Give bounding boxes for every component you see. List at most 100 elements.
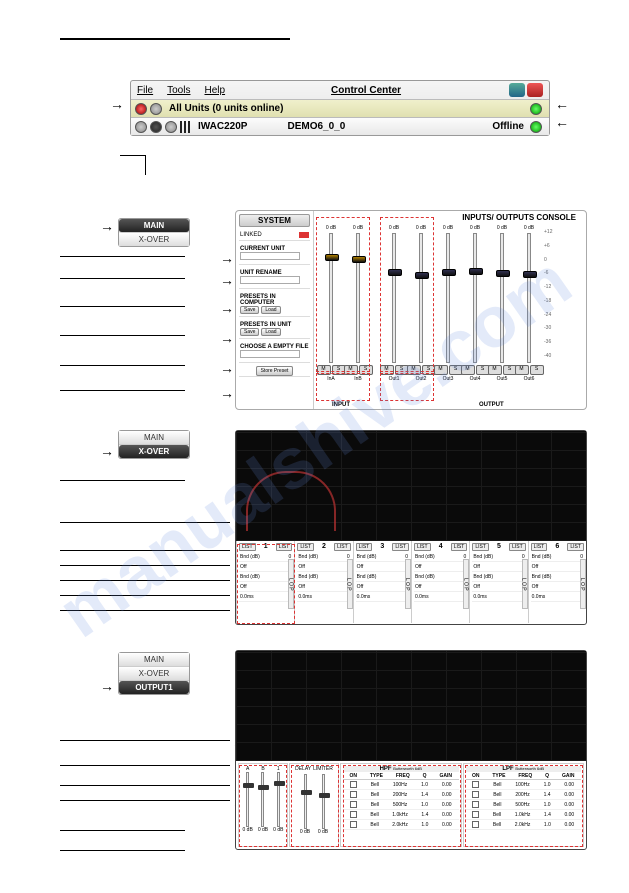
tab-xover[interactable]: X-OVER — [119, 667, 189, 681]
xover-param-row[interactable]: Bnd (dB)0 — [239, 573, 292, 582]
mini-fader[interactable]: 10 dB — [272, 766, 285, 844]
filter-row[interactable]: Bell2.0kHz1.00.00 — [343, 820, 459, 830]
checkbox[interactable] — [472, 821, 479, 828]
fader[interactable]: 0 dB MS Out4 — [462, 225, 488, 405]
list-button[interactable]: LIST — [276, 543, 293, 551]
mini-track[interactable] — [246, 772, 249, 827]
mute-button[interactable]: M — [461, 365, 475, 375]
xover-param-row[interactable]: 0.0ms — [414, 593, 467, 602]
filter-row[interactable]: Bell1.0kHz1.40.00 — [466, 810, 582, 820]
checkbox[interactable] — [350, 821, 357, 828]
filter-row[interactable]: Bell2.0kHz1.00.00 — [466, 820, 582, 830]
mute-button[interactable]: M — [488, 365, 502, 375]
xover-param-row[interactable]: Bnd (dB)0 — [239, 553, 292, 562]
fader-track[interactable] — [500, 233, 504, 363]
mute-button[interactable]: M — [434, 365, 448, 375]
xover-param-row[interactable]: Off- — [414, 563, 467, 572]
load-button[interactable]: Load — [261, 306, 280, 314]
filter-row[interactable]: Bell500Hz1.00.00 — [466, 800, 582, 810]
filter-row[interactable]: Bell500Hz1.00.00 — [343, 800, 459, 810]
xover-param-row[interactable]: Off- — [356, 563, 409, 572]
list-button[interactable]: LIST — [509, 543, 526, 551]
fader-track[interactable] — [473, 233, 477, 363]
mute-button[interactable]: M — [380, 365, 394, 375]
mini-fader[interactable]: A0 dB — [241, 766, 254, 844]
xover-param-row[interactable]: 0.0ms — [239, 593, 292, 602]
xover-param-row[interactable]: 0.0ms — [472, 593, 525, 602]
save-button[interactable]: Save — [240, 328, 259, 336]
tab-main[interactable]: MAIN — [119, 431, 189, 445]
fader[interactable]: 0 dB MS InB — [345, 225, 371, 405]
fader[interactable]: 0 dB MS Out5 — [489, 225, 515, 405]
mini-fader[interactable]: B0 dB — [256, 766, 269, 844]
fader-track[interactable] — [446, 233, 450, 363]
mute-button[interactable]: M — [317, 365, 331, 375]
mini-knob[interactable] — [258, 785, 269, 790]
fader[interactable]: 0 dB MS InA — [318, 225, 344, 405]
filter-row[interactable]: Bell200Hz1.40.00 — [343, 790, 459, 800]
xover-param-row[interactable]: Off- — [414, 583, 467, 592]
fader-knob[interactable] — [496, 270, 510, 277]
fader[interactable]: 0 dB MS Out3 — [435, 225, 461, 405]
xover-param-row[interactable]: Bnd (dB)0 — [531, 573, 584, 582]
filter-row[interactable]: Bell1.0kHz1.40.00 — [343, 810, 459, 820]
checkbox[interactable] — [472, 791, 479, 798]
xover-param-row[interactable]: Bnd (dB)0 — [414, 573, 467, 582]
tab-output1[interactable]: OUTPUT1 — [119, 681, 189, 694]
mute-button[interactable]: M — [515, 365, 529, 375]
solo-button[interactable]: S — [530, 365, 544, 375]
checkbox[interactable] — [350, 801, 357, 808]
tab-main[interactable]: MAIN — [119, 219, 189, 233]
xover-param-row[interactable]: Bnd (dB)0 — [356, 573, 409, 582]
close-button[interactable] — [527, 83, 543, 97]
fader-knob[interactable] — [523, 271, 537, 278]
list-button[interactable]: LIST — [531, 543, 548, 551]
list-button[interactable]: LIST — [297, 543, 314, 551]
checkbox[interactable] — [472, 781, 479, 788]
solo-button[interactable]: S — [359, 365, 373, 375]
xover-param-row[interactable]: Bnd (dB)0 — [472, 553, 525, 562]
list-button[interactable]: LIST — [334, 543, 351, 551]
menu-help[interactable]: Help — [204, 85, 225, 96]
tab-xover[interactable]: X-OVER — [119, 233, 189, 246]
fader-knob[interactable] — [325, 254, 339, 261]
checkbox[interactable] — [350, 781, 357, 788]
mini-track[interactable] — [261, 772, 264, 827]
menu-file[interactable]: File — [137, 85, 153, 96]
list-button[interactable]: LIST — [239, 543, 256, 551]
xover-param-row[interactable]: Bnd (dB)0 — [297, 553, 350, 562]
list-button[interactable]: LIST — [472, 543, 489, 551]
save-button[interactable]: Save — [240, 306, 259, 314]
fader-track[interactable] — [356, 233, 360, 363]
xover-param-row[interactable]: Off- — [239, 583, 292, 592]
xover-param-row[interactable]: Off- — [239, 563, 292, 572]
list-button[interactable]: LIST — [414, 543, 431, 551]
rename-field[interactable] — [240, 276, 300, 284]
xover-param-row[interactable]: Off- — [472, 563, 525, 572]
fader-track[interactable] — [527, 233, 531, 363]
unit-row[interactable]: IWAC220P DEMO6_0_0 Offline — [131, 117, 549, 135]
xover-param-row[interactable]: Bnd (dB)0 — [472, 573, 525, 582]
filter-row[interactable]: Bell100Hz1.00.00 — [466, 780, 582, 790]
fader-knob[interactable] — [388, 269, 402, 276]
store-preset-button[interactable]: Store Preset — [256, 366, 294, 376]
choose-field[interactable] — [240, 350, 300, 358]
xover-param-row[interactable]: Off- — [297, 583, 350, 592]
fader-track[interactable] — [419, 233, 423, 363]
fader[interactable]: 0 dB MS Out1 — [381, 225, 407, 405]
fader-knob[interactable] — [469, 268, 483, 275]
output-graph[interactable] — [236, 651, 586, 761]
xover-param-row[interactable]: Bnd (dB)0 — [531, 553, 584, 562]
xover-param-row[interactable]: Bnd (dB)0 — [356, 553, 409, 562]
mini-track[interactable] — [322, 774, 325, 829]
tab-main[interactable]: MAIN — [119, 653, 189, 667]
tab-xover[interactable]: X-OVER — [119, 445, 189, 458]
list-button[interactable]: LIST — [356, 543, 373, 551]
xover-param-row[interactable]: Off- — [531, 563, 584, 572]
xover-param-row[interactable]: 0.0ms — [356, 593, 409, 602]
list-button[interactable]: LIST — [392, 543, 409, 551]
minimize-button[interactable] — [509, 83, 525, 97]
fader[interactable]: 0 dB MS Out6 — [516, 225, 542, 405]
fader-knob[interactable] — [415, 272, 429, 279]
menu-tools[interactable]: Tools — [167, 85, 190, 96]
